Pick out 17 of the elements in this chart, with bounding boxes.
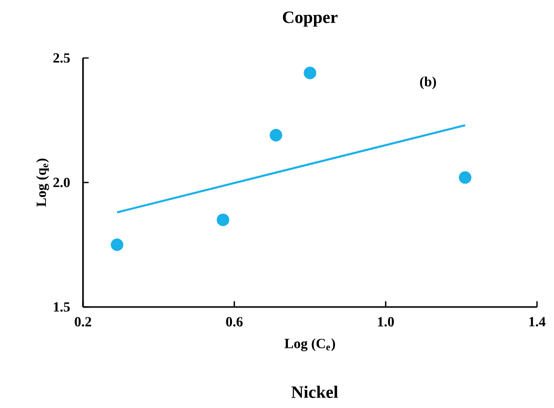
chart-title: Copper bbox=[282, 11, 338, 27]
x-tick-label: 0.6 bbox=[226, 317, 243, 327]
x-tick-label: 0.2 bbox=[74, 317, 92, 327]
x-tick-label: 1.4 bbox=[529, 317, 546, 326]
y-tick-label: 2.0 bbox=[53, 178, 70, 188]
point bbox=[270, 128, 282, 142]
x-axis-title: Log (C$_{e}$) bbox=[284, 338, 336, 352]
point bbox=[458, 171, 472, 184]
annotation: (b) bbox=[420, 76, 436, 90]
text: Nickel bbox=[291, 386, 338, 398]
point bbox=[110, 238, 124, 252]
point bbox=[304, 66, 316, 80]
point bbox=[216, 214, 230, 226]
y-tick-label: 2.5 bbox=[53, 53, 70, 63]
x-tick-label: 1.0 bbox=[378, 317, 394, 327]
y-tick-label: 1.5 bbox=[54, 302, 70, 312]
y-axis-title: Log (q$_{e}$) bbox=[36, 158, 49, 207]
